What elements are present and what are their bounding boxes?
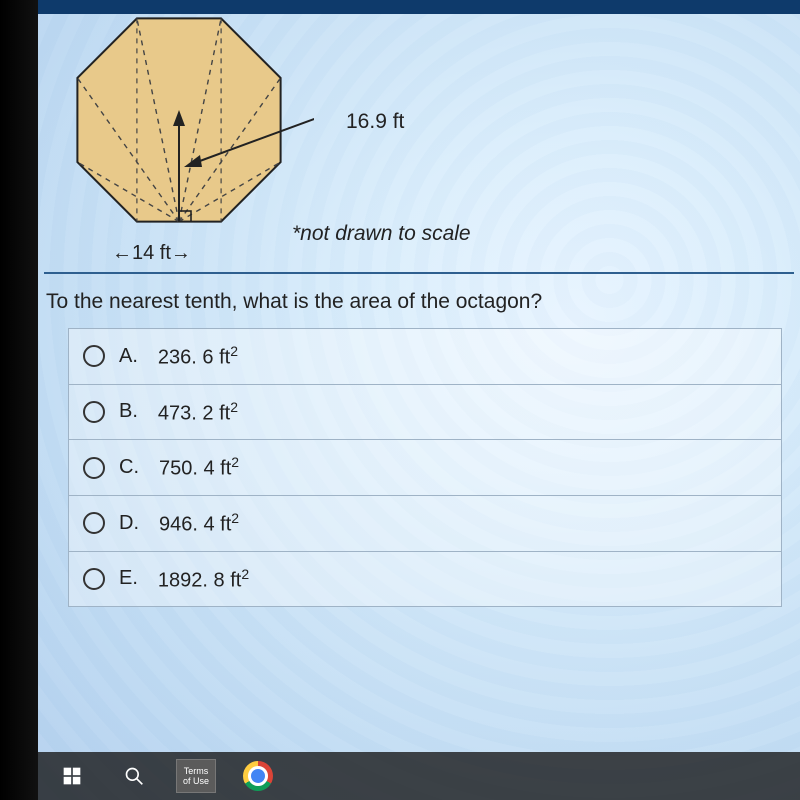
option-value: 1892. 8 ft2 [158,566,249,593]
figure-area: 16.9 ft *not drawn to scale ←14 ft→ [38,14,800,272]
question-text: To the nearest tenth, what is the area o… [38,274,800,328]
taskbar: Terms of Use [38,752,800,800]
windows-icon [62,766,82,786]
chrome-button[interactable] [236,756,280,796]
octagon-diagram [44,0,314,270]
option-letter: E. [119,567,138,590]
radio-icon[interactable] [83,345,105,367]
screen: 16.9 ft *not drawn to scale ←14 ft→ To t… [38,0,800,800]
apothem-label: 16.9 ft [346,110,404,134]
option-value: 236. 6 ft2 [158,343,238,370]
quiz-content: 16.9 ft *not drawn to scale ←14 ft→ To t… [38,0,800,752]
option-letter: D. [119,512,139,535]
radio-icon[interactable] [83,512,105,534]
options-list: A. 236. 6 ft2 B. 473. 2 ft2 C. 750. 4 ft… [68,328,782,607]
option-letter: B. [119,400,138,423]
monitor-bezel [0,0,38,800]
option-b[interactable]: B. 473. 2 ft2 [69,384,781,440]
arrow-left-icon: ← [112,242,132,264]
option-value: 750. 4 ft2 [159,454,239,481]
option-c[interactable]: C. 750. 4 ft2 [69,439,781,495]
terms-button[interactable]: Terms of Use [174,756,218,796]
arrow-right-icon: → [171,242,191,264]
option-e[interactable]: E. 1892. 8 ft2 [69,551,781,607]
radio-icon[interactable] [83,401,105,423]
radio-icon[interactable] [83,568,105,590]
option-value: 946. 4 ft2 [159,510,239,537]
base-value: 14 ft [132,242,171,264]
search-icon [124,766,144,786]
option-letter: A. [119,345,138,368]
scale-note: *not drawn to scale [292,222,471,246]
chrome-icon [243,761,273,791]
base-dimension: ←14 ft→ [112,242,191,265]
option-a[interactable]: A. 236. 6 ft2 [69,329,781,384]
option-d[interactable]: D. 946. 4 ft2 [69,495,781,551]
start-button[interactable] [50,756,94,796]
terms-of-use-label: Terms of Use [176,759,216,793]
option-letter: C. [119,456,139,479]
radio-icon[interactable] [83,457,105,479]
search-button[interactable] [112,756,156,796]
option-value: 473. 2 ft2 [158,399,238,426]
